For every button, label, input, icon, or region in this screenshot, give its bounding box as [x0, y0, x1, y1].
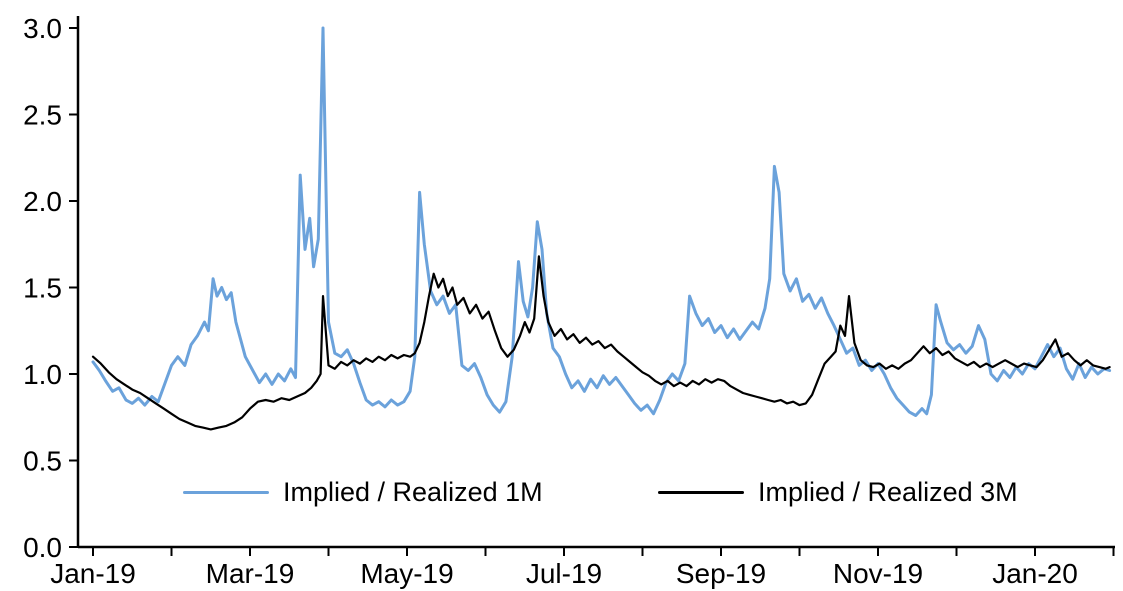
x-tick-label: Jan-19: [50, 558, 136, 589]
legend-label-3m: Implied / Realized 3M: [758, 476, 1018, 507]
x-tick-label: Jan-20: [992, 558, 1078, 589]
legend-item-3m: Implied / Realized 3M: [658, 477, 1018, 507]
legend-label-1m: Implied / Realized 1M: [283, 476, 543, 507]
x-tick-label: Nov-19: [833, 558, 923, 589]
x-tick-label: May-19: [360, 558, 453, 589]
legend-swatch-3m-line: [658, 490, 744, 494]
x-tick-label: Mar-19: [206, 558, 295, 589]
legend-swatch-1m-line: [183, 490, 269, 494]
y-tick-label: 1.0: [23, 359, 62, 390]
x-tick-label: Jul-19: [526, 558, 602, 589]
y-tick-label: 1.5: [23, 273, 62, 304]
y-tick-label: 2.0: [23, 186, 62, 217]
x-tick-label: Sep-19: [676, 558, 766, 589]
series-implied-realized-3m-line: [91, 255, 1111, 431]
y-tick-label: 3.0: [23, 13, 62, 44]
y-tick-label: 0.5: [23, 446, 62, 477]
y-tick-label: 2.5: [23, 100, 62, 131]
legend-item-1m: Implied / Realized 1M: [183, 477, 543, 507]
y-tick-label: 0.0: [23, 532, 62, 563]
series-implied-realized-1m-line: [91, 26, 1112, 417]
